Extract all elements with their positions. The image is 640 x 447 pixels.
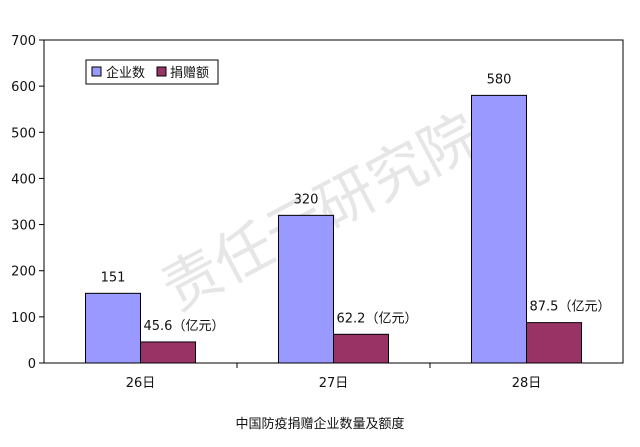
x-category-label: 27日 (319, 376, 349, 391)
y-tick-label: 700 (11, 34, 36, 49)
legend-swatch-enterprises (91, 66, 102, 77)
bar-donation-3 (526, 322, 582, 364)
y-tick-label: 100 (11, 311, 36, 326)
data-label-donation-1: 45.6（亿元） (144, 319, 225, 334)
bar-enterprises-2 (278, 214, 334, 364)
y-tick-label: 600 (11, 80, 36, 95)
bar-donation-2 (333, 333, 389, 364)
bar-enterprises-3 (471, 94, 527, 364)
legend-box (85, 59, 219, 85)
legend-swatch-donation (156, 66, 167, 77)
data-label-enterprises-2: 320 (294, 192, 319, 207)
x-category-label: 26日 (126, 376, 156, 391)
y-tick-label: 400 (11, 172, 36, 187)
data-label-donation-3: 87.5（亿元） (530, 300, 611, 315)
bar-enterprises-1 (85, 292, 141, 364)
data-label-enterprises-3: 580 (487, 72, 512, 87)
bar-donation-1 (140, 341, 196, 364)
data-label-enterprises-1: 151 (101, 270, 126, 285)
x-category-label: 28日 (512, 376, 542, 391)
y-tick-label: 0 (28, 357, 36, 372)
chart-title: 中国防疫捐赠企业数量及额度 (235, 416, 404, 432)
data-label-donation-2: 62.2（亿元） (337, 311, 418, 326)
y-tick-label: 300 (11, 219, 36, 234)
legend-label-enterprises: 企业数 (106, 65, 145, 81)
y-tick-label: 200 (11, 265, 36, 280)
y-tick-label: 500 (11, 126, 36, 141)
legend-label-donation: 捐赠额 (170, 66, 209, 81)
